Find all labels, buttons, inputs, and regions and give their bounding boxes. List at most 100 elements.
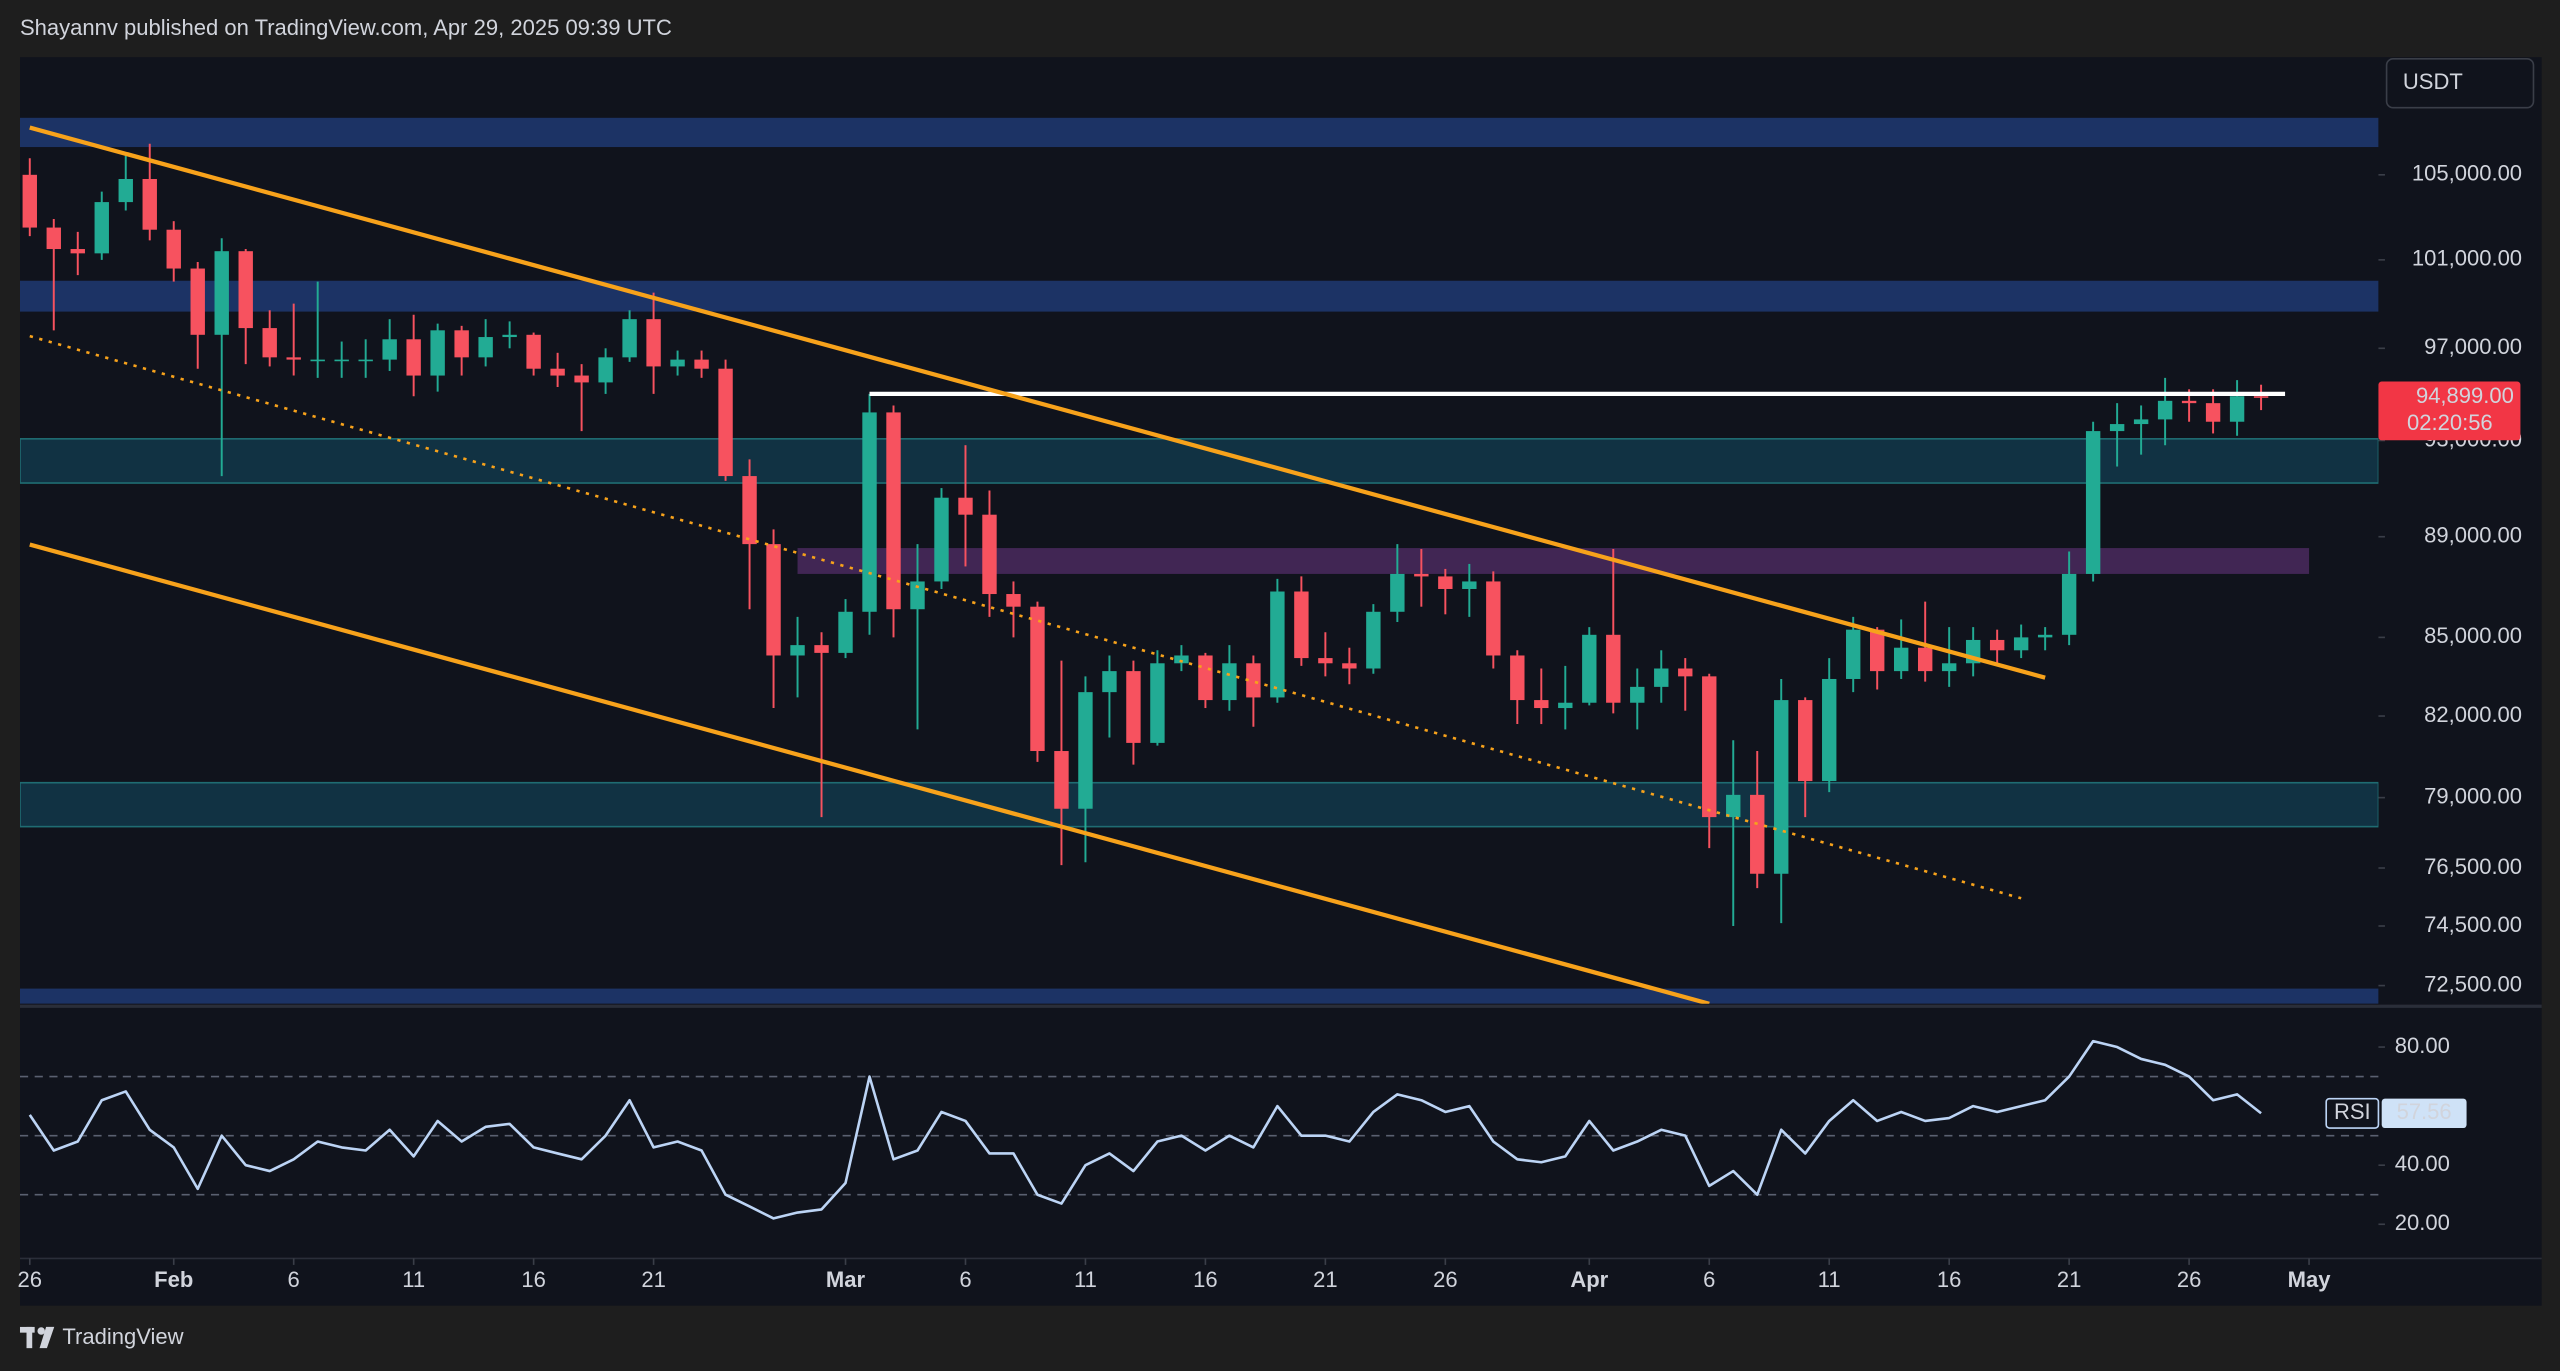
candle-body [1630, 686, 1645, 703]
candle-body [1318, 658, 1333, 664]
candle-body [2085, 431, 2101, 574]
trend-line [29, 125, 2046, 680]
candle-body [1726, 794, 1741, 818]
logo-part [26, 1326, 33, 1349]
time-tick-label: 6 [959, 1267, 971, 1292]
candle-body [2061, 573, 2077, 635]
price-zone [19, 280, 2379, 312]
price-tick-label: 97,000.00 [2424, 334, 2522, 359]
rsi-line [28, 1039, 2262, 1220]
candle-body [1510, 655, 1525, 701]
time-tick-label: Feb [154, 1267, 193, 1292]
candle-body [862, 412, 877, 612]
candle-body [1702, 676, 1717, 818]
candle-body [1102, 671, 1117, 693]
candle-body [838, 611, 853, 653]
rsi-tick-label: 40.00 [2395, 1151, 2450, 1176]
candle-body [214, 251, 229, 335]
candle-body [1270, 591, 1285, 698]
candle-body [982, 514, 997, 595]
rsi-name-box [2325, 1097, 2380, 1129]
candle-body [1342, 663, 1357, 669]
candle-body [2205, 403, 2221, 422]
price-tick-label: 101,000.00 [2412, 246, 2522, 271]
candle-body [1486, 581, 1501, 656]
candle-body [1750, 794, 1765, 874]
time-tick-label: Mar [826, 1267, 866, 1292]
candle-body [358, 359, 373, 362]
trend-line [29, 542, 1710, 1004]
time-tick-label: 11 [1074, 1267, 1097, 1292]
time-tick-label: 16 [521, 1267, 546, 1292]
rsi-tick-label: 80.00 [2395, 1033, 2450, 1058]
price-tick-label: 85,000.00 [2424, 623, 2522, 648]
time-tick-label: 26 [1433, 1267, 1457, 1292]
candle-body [1246, 663, 1261, 698]
candle-body [502, 334, 517, 338]
candle-body [118, 178, 133, 203]
price-zone [19, 117, 2379, 148]
currency-label[interactable]: USDT [2403, 69, 2463, 94]
candle-body [718, 368, 733, 477]
candle-body [1006, 594, 1021, 607]
price-tick-label: 74,500.00 [2424, 912, 2522, 937]
footer-brand: TradingView [62, 1324, 183, 1349]
rsi-name: RSI [2334, 1099, 2371, 1124]
candle-body [1606, 634, 1621, 703]
candle-body [1989, 639, 2005, 651]
price-tick-label: 82,000.00 [2424, 702, 2522, 727]
candle-body [1870, 629, 1885, 672]
time-tick-label: 11 [1818, 1267, 1841, 1292]
logo-part [37, 1327, 45, 1335]
time-tick-label: 21 [2057, 1267, 2082, 1292]
candle-body [1534, 700, 1549, 709]
candle-body [1917, 647, 1933, 672]
candle-body [742, 476, 757, 545]
candle-body [2013, 637, 2029, 651]
trend-line [29, 334, 2022, 900]
time-tick-label: 16 [1937, 1267, 1962, 1292]
rsi-pane [19, 1039, 2379, 1220]
candle-body [1678, 668, 1693, 677]
time-tick-label: May [2288, 1267, 2332, 1292]
candle-body [478, 337, 493, 358]
publisher-header: Shayannv published on TradingView.com, A… [20, 15, 672, 40]
candle-body [1846, 629, 1861, 679]
time-tick-label: 6 [288, 1267, 300, 1292]
candle-body [454, 330, 469, 358]
candle-body [1078, 692, 1093, 809]
candle-body [598, 357, 613, 383]
candle-body [1198, 655, 1213, 701]
time-tick-label: 26 [18, 1267, 43, 1292]
footer-logo[interactable]: TradingView [19, 1324, 184, 1349]
candle-body [286, 357, 301, 360]
rsi-value-label: 57.56 [2397, 1099, 2452, 1124]
candle-body [166, 229, 181, 269]
candle-body [886, 412, 901, 610]
candle-body [1462, 581, 1477, 589]
candle-body [142, 178, 157, 230]
trend-lines [29, 125, 2286, 1004]
candle-body [1941, 663, 1957, 672]
candle-body [934, 497, 949, 582]
candle-body [1366, 611, 1381, 669]
price-tick-label: 105,000.00 [2412, 161, 2522, 186]
time-tick-label: 21 [1313, 1267, 1337, 1292]
price-zone [19, 781, 2379, 828]
candle-body [190, 268, 205, 335]
candle-body [70, 249, 85, 254]
candle-body [2133, 419, 2149, 425]
last-price-label: 94,899.00 [2416, 383, 2514, 408]
candle-body [958, 497, 973, 515]
candles [22, 143, 2269, 927]
currency-box[interactable] [2385, 57, 2535, 109]
candle-body [1558, 702, 1573, 709]
candle-body [430, 330, 445, 376]
rsi-tick-label: 20.00 [2395, 1210, 2450, 1235]
price-tick-label: 76,500.00 [2424, 854, 2522, 879]
axes: 105,000.00101,000.0097,000.0093,000.0089… [18, 161, 2523, 1292]
candle-body [694, 359, 709, 369]
candle-body [1414, 573, 1429, 577]
candle-body [2253, 396, 2269, 398]
